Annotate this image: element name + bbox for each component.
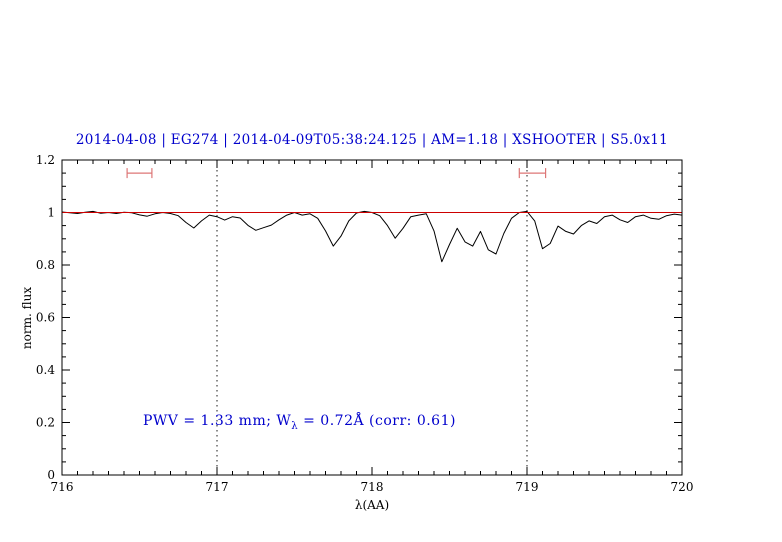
y-tick-label: 0.8	[36, 258, 55, 272]
x-axis-label: λ(AA)	[354, 498, 390, 512]
wavelength-range-marker	[518, 168, 547, 179]
annotation-pre: PWV = 1.33 mm; W	[143, 413, 292, 429]
x-tick-label: 718	[361, 480, 384, 494]
pwv-annotation: PWV = 1.33 mm; Wλ = 0.72Å (corr: 0.61)	[143, 413, 456, 432]
y-tick-label: 1	[47, 206, 55, 220]
annotation-sub: λ	[291, 420, 299, 432]
plot-frame	[61, 159, 683, 476]
x-tick-label: 720	[671, 480, 694, 494]
y-tick-label: 0	[47, 468, 55, 482]
y-tick-label: 1.2	[36, 153, 55, 167]
x-tick-label: 717	[206, 480, 229, 494]
wavelength-range-marker	[126, 168, 153, 179]
y-tick-label: 0.4	[36, 363, 55, 377]
y-tick-label: 0.2	[36, 416, 55, 430]
plot-title: 2014-04-08 | EG274 | 2014-04-09T05:38:24…	[75, 132, 669, 148]
x-tick-label: 719	[516, 480, 539, 494]
y-axis-label: norm. flux	[20, 286, 34, 350]
y-tick-label: 0.6	[36, 311, 55, 325]
series-0	[61, 210, 683, 263]
annotation-post: = 0.72Å (corr: 0.61)	[298, 413, 456, 429]
x-tick-label: 716	[51, 480, 74, 494]
